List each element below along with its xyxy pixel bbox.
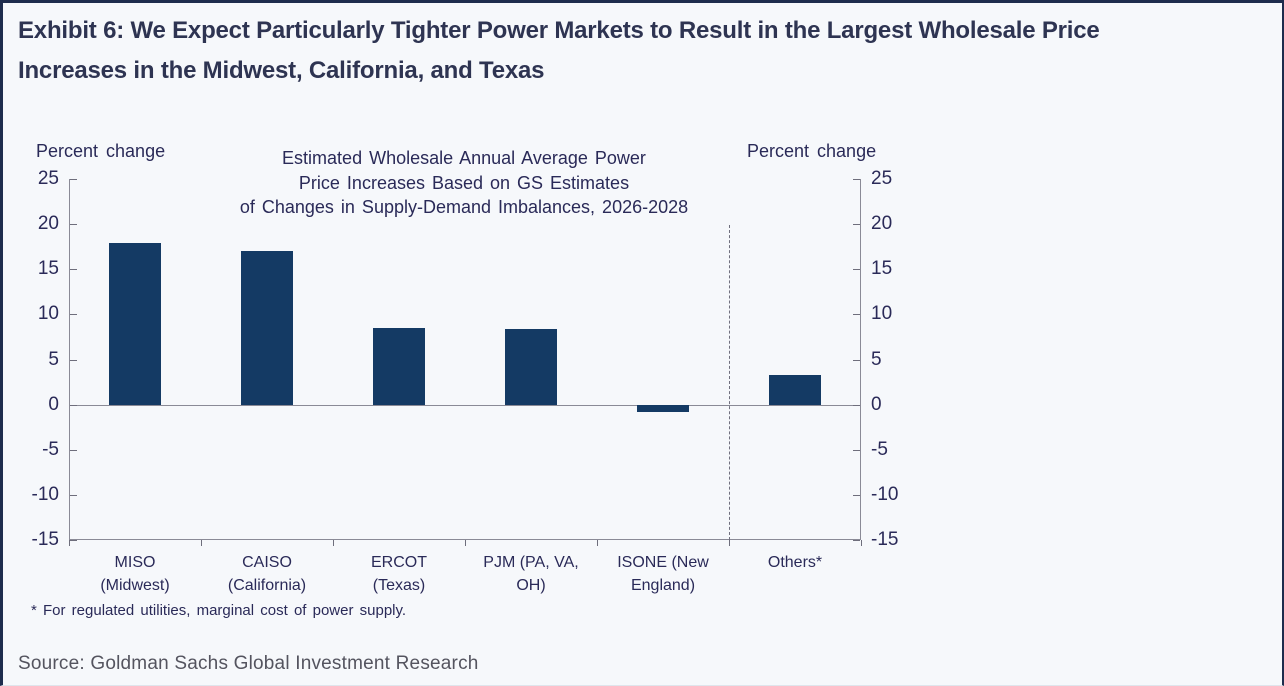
- y-tick-right: [853, 449, 860, 451]
- x-axis-tick: [333, 540, 334, 546]
- y-tick-label: 20: [871, 213, 893, 235]
- x-axis-tick: [69, 540, 70, 546]
- y-tick-left: [70, 269, 77, 271]
- x-axis-tick: [597, 540, 598, 546]
- y-tick-label: -5: [42, 438, 59, 460]
- y-tick-label: 25: [37, 168, 59, 189]
- y-tick-left: [70, 314, 77, 316]
- y-tick-label: 5: [871, 348, 882, 370]
- x-axis-label: Others*: [767, 554, 823, 571]
- chart-title: Estimated Wholesale Annual Average Power…: [239, 148, 689, 217]
- y-tick-label: 25: [871, 168, 893, 189]
- zero-line: [69, 404, 861, 406]
- y-tick-right: [853, 269, 860, 271]
- y-tick-label: -10: [871, 483, 899, 505]
- y-tick-right: [853, 224, 860, 226]
- y-tick-label: 0: [871, 393, 882, 415]
- x-axis-tick: [465, 540, 466, 546]
- x-axis-tick: [861, 540, 862, 546]
- exhibit-title: Exhibit 6: We Expect Particularly Tighte…: [18, 17, 1100, 84]
- y-tick-label: 15: [37, 258, 59, 280]
- y-tick-label: -10: [31, 483, 59, 505]
- plot-area: [69, 179, 861, 540]
- right-axis-title: Percent change: [747, 141, 877, 161]
- y-tick-label: 10: [871, 303, 893, 325]
- y-tick-right: [853, 494, 860, 496]
- y-tick-label: -5: [871, 438, 888, 460]
- y-tick-label: 10: [37, 303, 59, 325]
- y-tick-label: 20: [37, 213, 59, 235]
- y-tick-label: 0: [48, 393, 59, 415]
- bar-caiso: [241, 251, 293, 405]
- y-tick-label: -15: [31, 529, 59, 550]
- bar-pjm: [505, 328, 557, 405]
- chart-footnote: * For regulated utilities, marginal cost…: [31, 602, 407, 619]
- x-axis-label: CAISO (California): [227, 554, 307, 594]
- x-axis-label: ISONE (New England): [617, 554, 709, 594]
- y-tick-left: [70, 494, 77, 496]
- y-tick-right: [853, 359, 860, 361]
- y-tick-left: [70, 449, 77, 451]
- bar-others: [769, 374, 821, 405]
- x-axis-label: MISO (Midwest): [100, 554, 170, 594]
- x-axis-tick: [729, 540, 730, 546]
- y-tick-right: [853, 179, 860, 180]
- y-tick-right: [853, 404, 860, 406]
- y-tick-left: [70, 359, 77, 361]
- chart-area: Percent change Percent change Estimated …: [3, 3, 1282, 685]
- bar-isone: [637, 404, 689, 412]
- y-tick-label: 5: [48, 348, 59, 370]
- x-axis-label: PJM (PA, VA, OH): [483, 554, 579, 594]
- bar-miso: [109, 243, 161, 405]
- source-line: Source: Goldman Sachs Global Investment …: [18, 653, 479, 674]
- y-tick-left: [70, 540, 77, 541]
- x-axis-tick: [201, 540, 202, 546]
- y-tick-left: [70, 224, 77, 226]
- bar-ercot: [373, 327, 425, 405]
- x-axis-label: ERCOT (Texas): [371, 554, 427, 594]
- y-tick-left: [70, 404, 77, 406]
- separator-dashed-line: [729, 225, 730, 540]
- y-tick-left: [70, 179, 77, 180]
- y-tick-label: -15: [871, 529, 899, 550]
- y-tick-right: [853, 314, 860, 316]
- y-tick-right: [853, 540, 860, 541]
- y-tick-label: 15: [871, 258, 893, 280]
- left-axis-title: Percent change: [36, 141, 166, 161]
